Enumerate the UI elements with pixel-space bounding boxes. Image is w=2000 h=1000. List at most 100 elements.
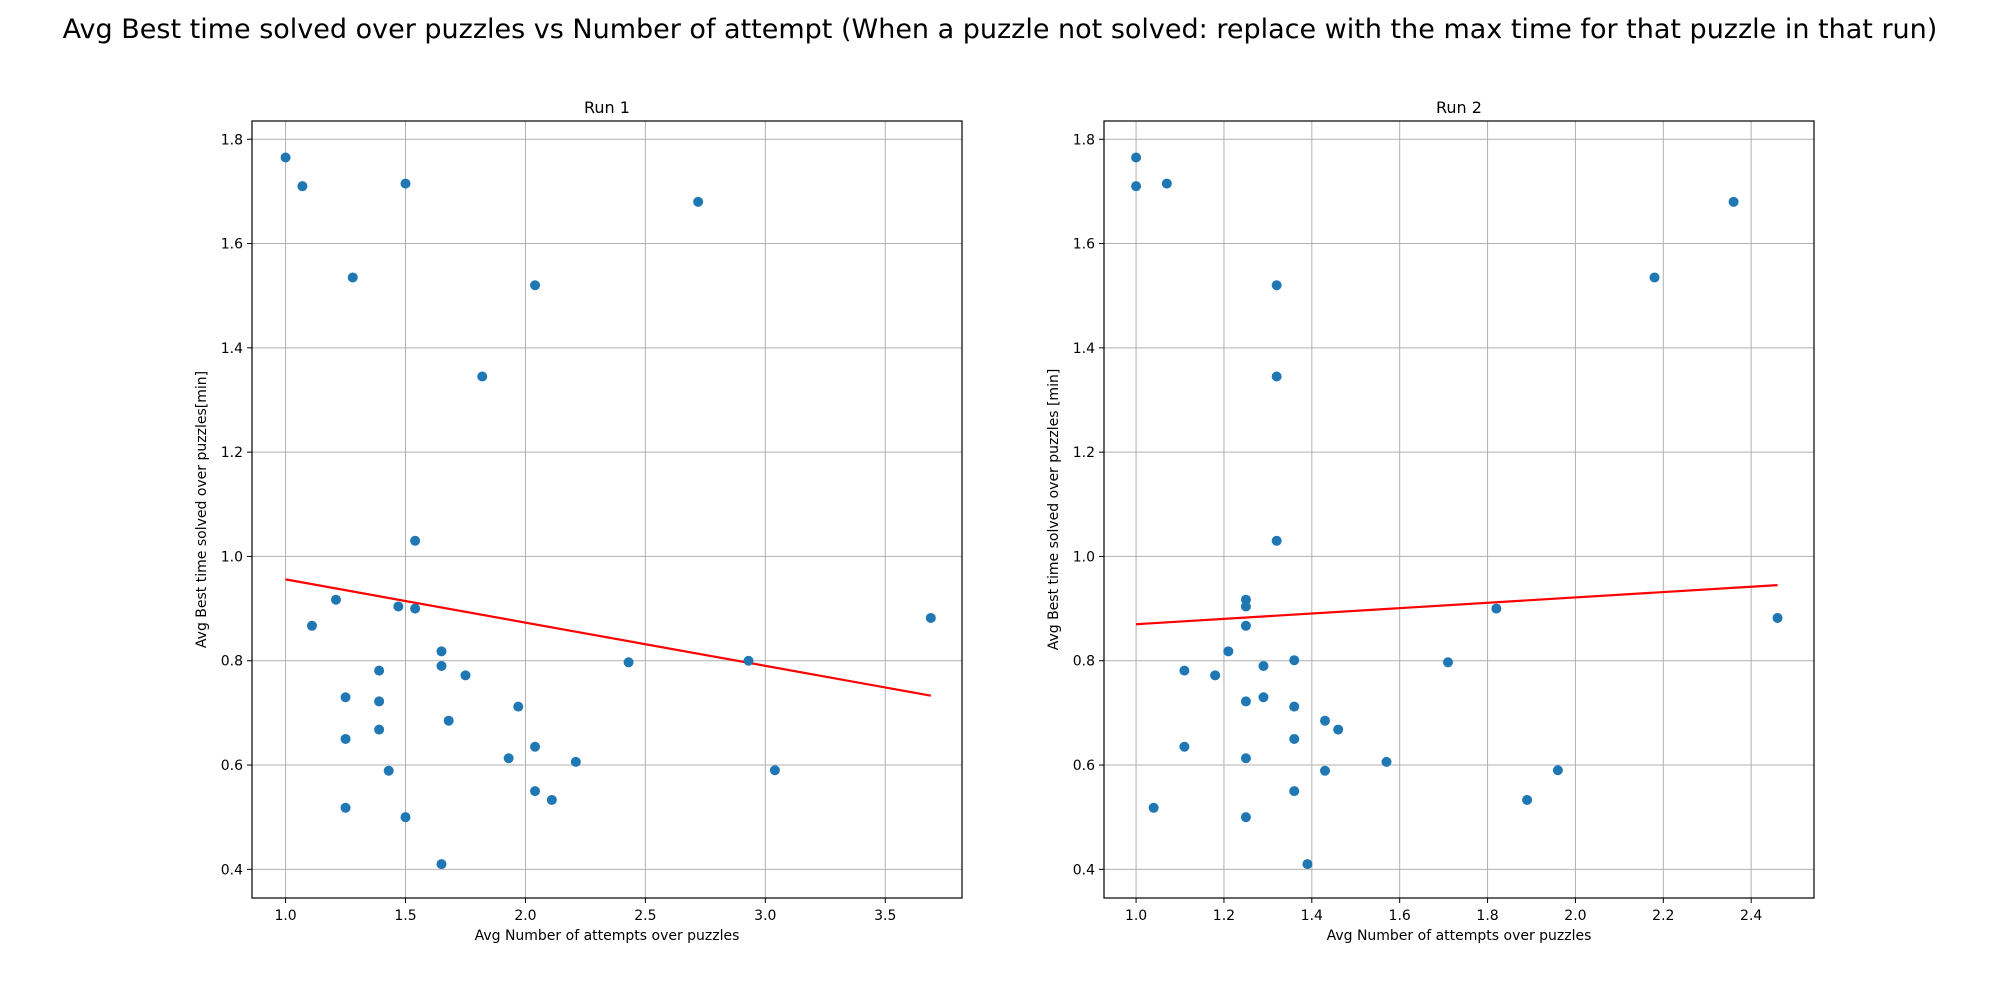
scatter-point <box>1210 670 1221 681</box>
x-tick-label: 2.0 <box>1564 908 1586 924</box>
y-tick-label: 1.8 <box>221 132 243 148</box>
x-tick-label: 1.6 <box>1389 908 1411 924</box>
scatter-point <box>340 733 351 744</box>
y-tick-label: 0.6 <box>1073 758 1095 774</box>
x-tick-label: 2.2 <box>1652 908 1674 924</box>
scatter-point <box>1258 660 1269 671</box>
scatter-point <box>503 753 514 764</box>
scatter-point <box>546 794 557 805</box>
scatter-point <box>769 765 780 776</box>
scatter-point <box>1271 535 1282 546</box>
y-tick-label: 0.8 <box>1073 654 1095 670</box>
scatter-point <box>400 178 411 189</box>
scatter-point <box>1443 657 1454 668</box>
scatter-point <box>297 181 308 192</box>
scatter-point <box>374 724 385 735</box>
y-tick-label: 1.6 <box>221 237 243 253</box>
subplot-run2: 1.0 1.2 1.4 1.6 1.8 2.0 2.2 2.4 0.4 0.6 0.8 1.0 1.2 1… <box>1046 98 1815 944</box>
scatter-point <box>1223 646 1234 657</box>
scatter-point <box>570 756 581 767</box>
x-axis-label: Avg Number of attempts over puzzles <box>475 928 740 944</box>
scatter-point <box>530 741 541 752</box>
y-tick-label: 1.4 <box>1073 341 1095 357</box>
scatter-point <box>1131 181 1142 192</box>
x-tick-label: 1.4 <box>1301 908 1323 924</box>
subplot-run1: 1.0 1.5 2.0 2.5 3.0 3.5 0.4 0.6 0.8 1.0 1.2 1.4 1.6 1… <box>194 98 963 944</box>
y-tick-label: 0.4 <box>1073 862 1095 878</box>
y-tick-label: 0.8 <box>221 654 243 670</box>
scatter-point <box>1271 371 1282 382</box>
scatter-point <box>436 646 447 657</box>
scatter-point <box>460 670 471 681</box>
scatter-point <box>1333 724 1344 735</box>
scatter-point <box>1240 753 1251 764</box>
scatter-point <box>1381 756 1392 767</box>
scatter-point <box>530 786 541 797</box>
scatter-point <box>623 657 634 668</box>
scatter-point <box>925 612 936 623</box>
y-tick-label: 0.6 <box>221 758 243 774</box>
scatter-point <box>1289 733 1300 744</box>
scatter-point <box>530 280 541 291</box>
x-axis-label: Avg Number of attempts over puzzles <box>1327 928 1592 944</box>
scatter-point <box>1289 655 1300 666</box>
y-tick-label: 1.2 <box>221 445 243 461</box>
x-tick-label: 1.0 <box>1125 908 1147 924</box>
scatter-point <box>383 765 394 776</box>
scatter-point <box>693 196 704 207</box>
scatter-point <box>1240 812 1251 823</box>
scatter-point <box>1240 601 1251 612</box>
x-tick-label: 1.8 <box>1476 908 1498 924</box>
scatter-point <box>1319 765 1330 776</box>
scatter-point <box>1302 859 1313 870</box>
scatter-point <box>340 692 351 703</box>
y-tick-label: 1.6 <box>1073 237 1095 253</box>
scatter-point <box>743 655 754 666</box>
y-tick-label: 1.2 <box>1073 445 1095 461</box>
scatter-point <box>1179 741 1190 752</box>
y-tick-label: 1.0 <box>221 549 243 565</box>
y-tick-label: 1.0 <box>1073 549 1095 565</box>
scatter-point <box>1289 786 1300 797</box>
scatter-point <box>1289 701 1300 712</box>
scatter-point <box>306 620 317 631</box>
scatter-point <box>1491 603 1502 614</box>
scatter-point <box>1522 794 1533 805</box>
scatter-point <box>400 812 411 823</box>
x-tick-label: 3.5 <box>874 908 896 924</box>
subplot-title: Run 2 <box>1436 98 1482 117</box>
fit-line <box>1136 584 1778 626</box>
scatter-point <box>340 802 351 813</box>
scatter-point <box>443 715 454 726</box>
scatter-point <box>347 272 358 283</box>
scatter-point <box>1131 152 1142 163</box>
scatter-point <box>374 665 385 676</box>
scatter-point <box>1772 612 1783 623</box>
x-tick-label: 1.0 <box>274 908 296 924</box>
scatter-point <box>1161 178 1172 189</box>
fit-line <box>285 578 932 697</box>
y-axis-label: Avg Best time solved over puzzles [min] <box>1046 369 1062 651</box>
scatter-point <box>1319 715 1330 726</box>
x-tick-label: 1.5 <box>394 908 416 924</box>
scatter-point <box>1148 802 1159 813</box>
y-axis-label: Avg Best time solved over puzzles[min] <box>194 371 210 648</box>
scatter-point <box>1271 280 1282 291</box>
x-tick-label: 2.5 <box>634 908 656 924</box>
scatter-point <box>1552 765 1563 776</box>
axes-frame <box>1103 120 1815 899</box>
scatter-point <box>410 535 421 546</box>
x-tick-label: 1.2 <box>1213 908 1235 924</box>
scatter-point <box>477 371 488 382</box>
scatter-point <box>513 701 524 712</box>
y-tick-label: 1.8 <box>1073 132 1095 148</box>
scatter-point <box>1649 272 1660 283</box>
scatter-point <box>1240 620 1251 631</box>
axes-frame <box>251 120 963 899</box>
x-tick-label: 2.0 <box>514 908 536 924</box>
scatter-point <box>280 152 291 163</box>
y-tick-label: 0.4 <box>221 862 243 878</box>
scatter-point <box>1179 665 1190 676</box>
scatter-point <box>1240 696 1251 707</box>
